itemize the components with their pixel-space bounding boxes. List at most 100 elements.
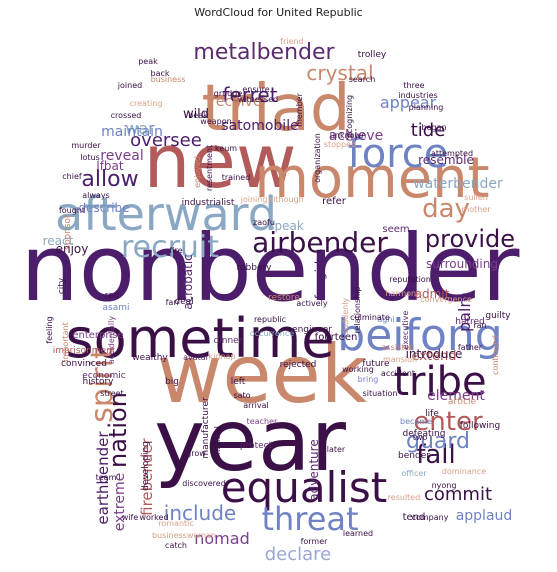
word-manufacturer: manufacturer [201, 397, 211, 459]
word-enterprise: enterprise [72, 330, 123, 341]
word-acrobatic: acrobatic [181, 254, 195, 310]
word-catch: catch [165, 541, 187, 550]
word-economic: economic [82, 371, 125, 381]
word-feeling: feeling [45, 316, 54, 343]
word-recognizing: recognizing [345, 95, 354, 141]
word-allow: allow [81, 167, 138, 192]
word-began: began [421, 123, 446, 132]
word-accidentally: accidentally [107, 316, 116, 364]
word-developing: developing [141, 441, 151, 491]
word-convinced: convinced [61, 359, 107, 369]
word-tribe: tribe [393, 359, 486, 405]
word-financial: financial [213, 426, 222, 460]
word-guard: guard [406, 429, 470, 454]
word-refer: refer [322, 196, 347, 207]
word-threat: threat [261, 500, 358, 538]
word-accident: accident [381, 369, 415, 378]
word-weapon: weapon [200, 117, 231, 126]
word-always: always [82, 191, 109, 200]
word-industrialist: industrialist [182, 198, 235, 208]
word-creating: creating [130, 99, 163, 108]
word-three: three [403, 81, 424, 90]
word-resulted: resulted [388, 493, 421, 502]
word-ran: ran [473, 321, 486, 330]
word-important: important [61, 322, 70, 362]
word-two: two [413, 433, 428, 442]
word-worked: worked [139, 513, 168, 522]
word-sullen: sullen [464, 193, 488, 202]
word-wild: wild [183, 107, 209, 122]
word-fangirl: fangirl [313, 261, 327, 299]
word-metalbender: metalbender [193, 40, 335, 65]
word-dinner: dinner [214, 336, 243, 346]
word-chief: chief [62, 172, 82, 181]
word-beifong: beifong [337, 310, 502, 361]
word-spirit: spirit [85, 347, 120, 423]
word-crossed: crossed [111, 111, 142, 120]
word-nomad: nomad [194, 529, 249, 548]
word-earthbender: earthbender [94, 431, 112, 525]
word-although: although [268, 195, 303, 204]
word-introduce: introduce [406, 347, 463, 361]
word-enjoy: enjoy [56, 242, 89, 256]
word-protect: protect [240, 441, 273, 451]
word-ferret: ferret [222, 83, 277, 107]
word-joined: joined [117, 81, 142, 90]
word-engineer: engineer [292, 325, 332, 335]
word-week: week [157, 328, 368, 421]
word-situation: situation [363, 389, 398, 398]
word-trolley: trolley [358, 50, 387, 60]
word-avatar: avatar [183, 353, 210, 362]
word-teacher: teacher [247, 417, 278, 426]
word-convergence: convergence [420, 295, 472, 304]
word-continued: continued [491, 335, 500, 375]
word-speak: speak [268, 219, 304, 233]
word-working: working [342, 365, 374, 374]
word-commit: commit [424, 484, 492, 505]
word-defeating: defeating [403, 429, 446, 439]
word-actively: actively [296, 299, 328, 308]
word-occurrence: occurrence [250, 329, 294, 338]
word-kidnap: kidnap [209, 352, 236, 361]
word-appear: appear [380, 93, 437, 112]
word-organization: organization [313, 133, 322, 183]
word-bender: bender [398, 451, 430, 461]
word-grudge: grudge [214, 89, 243, 98]
word-declare: declare [265, 544, 332, 565]
word-left: left [231, 377, 246, 387]
word-maintain: maintain [101, 124, 163, 140]
word-former: former [301, 537, 329, 546]
word-element: element [427, 388, 485, 404]
word-imprisonment: imprisonment [53, 346, 116, 356]
word-team: team [96, 473, 117, 482]
word-business: business [151, 75, 186, 84]
word-nyong: nyong [432, 481, 457, 490]
word-resemble: resemble [418, 153, 474, 167]
word-resentment: resentment [205, 145, 214, 191]
word-stopped: stopped [324, 140, 356, 149]
word-executive: executive [401, 311, 410, 350]
word-reveal: reveal [100, 148, 143, 164]
word-relationship: relationship [353, 286, 362, 333]
word-red: red [105, 291, 120, 301]
word-nonbender: nonbender [20, 215, 519, 322]
word-bring: bring [358, 375, 379, 384]
word-react: react [43, 234, 74, 248]
word-life: life [425, 409, 439, 419]
word-include: include [164, 501, 236, 525]
word-later: later [327, 445, 346, 454]
word-extreme: extreme [112, 473, 128, 531]
word-dominance: dominance [442, 467, 486, 476]
word-wife: wife [122, 513, 139, 522]
word-year: year [154, 391, 347, 491]
word-equalist: equalist [221, 463, 388, 512]
word-tide: tide [411, 120, 446, 141]
word-assisted: assisted [382, 343, 415, 352]
word-article: article [448, 397, 477, 407]
word-sato: sato [233, 391, 250, 400]
word-describe: describe [78, 201, 129, 215]
word-sometime: sometime [66, 307, 335, 370]
word-moment: moment [254, 146, 489, 211]
word-street: street [100, 389, 123, 398]
